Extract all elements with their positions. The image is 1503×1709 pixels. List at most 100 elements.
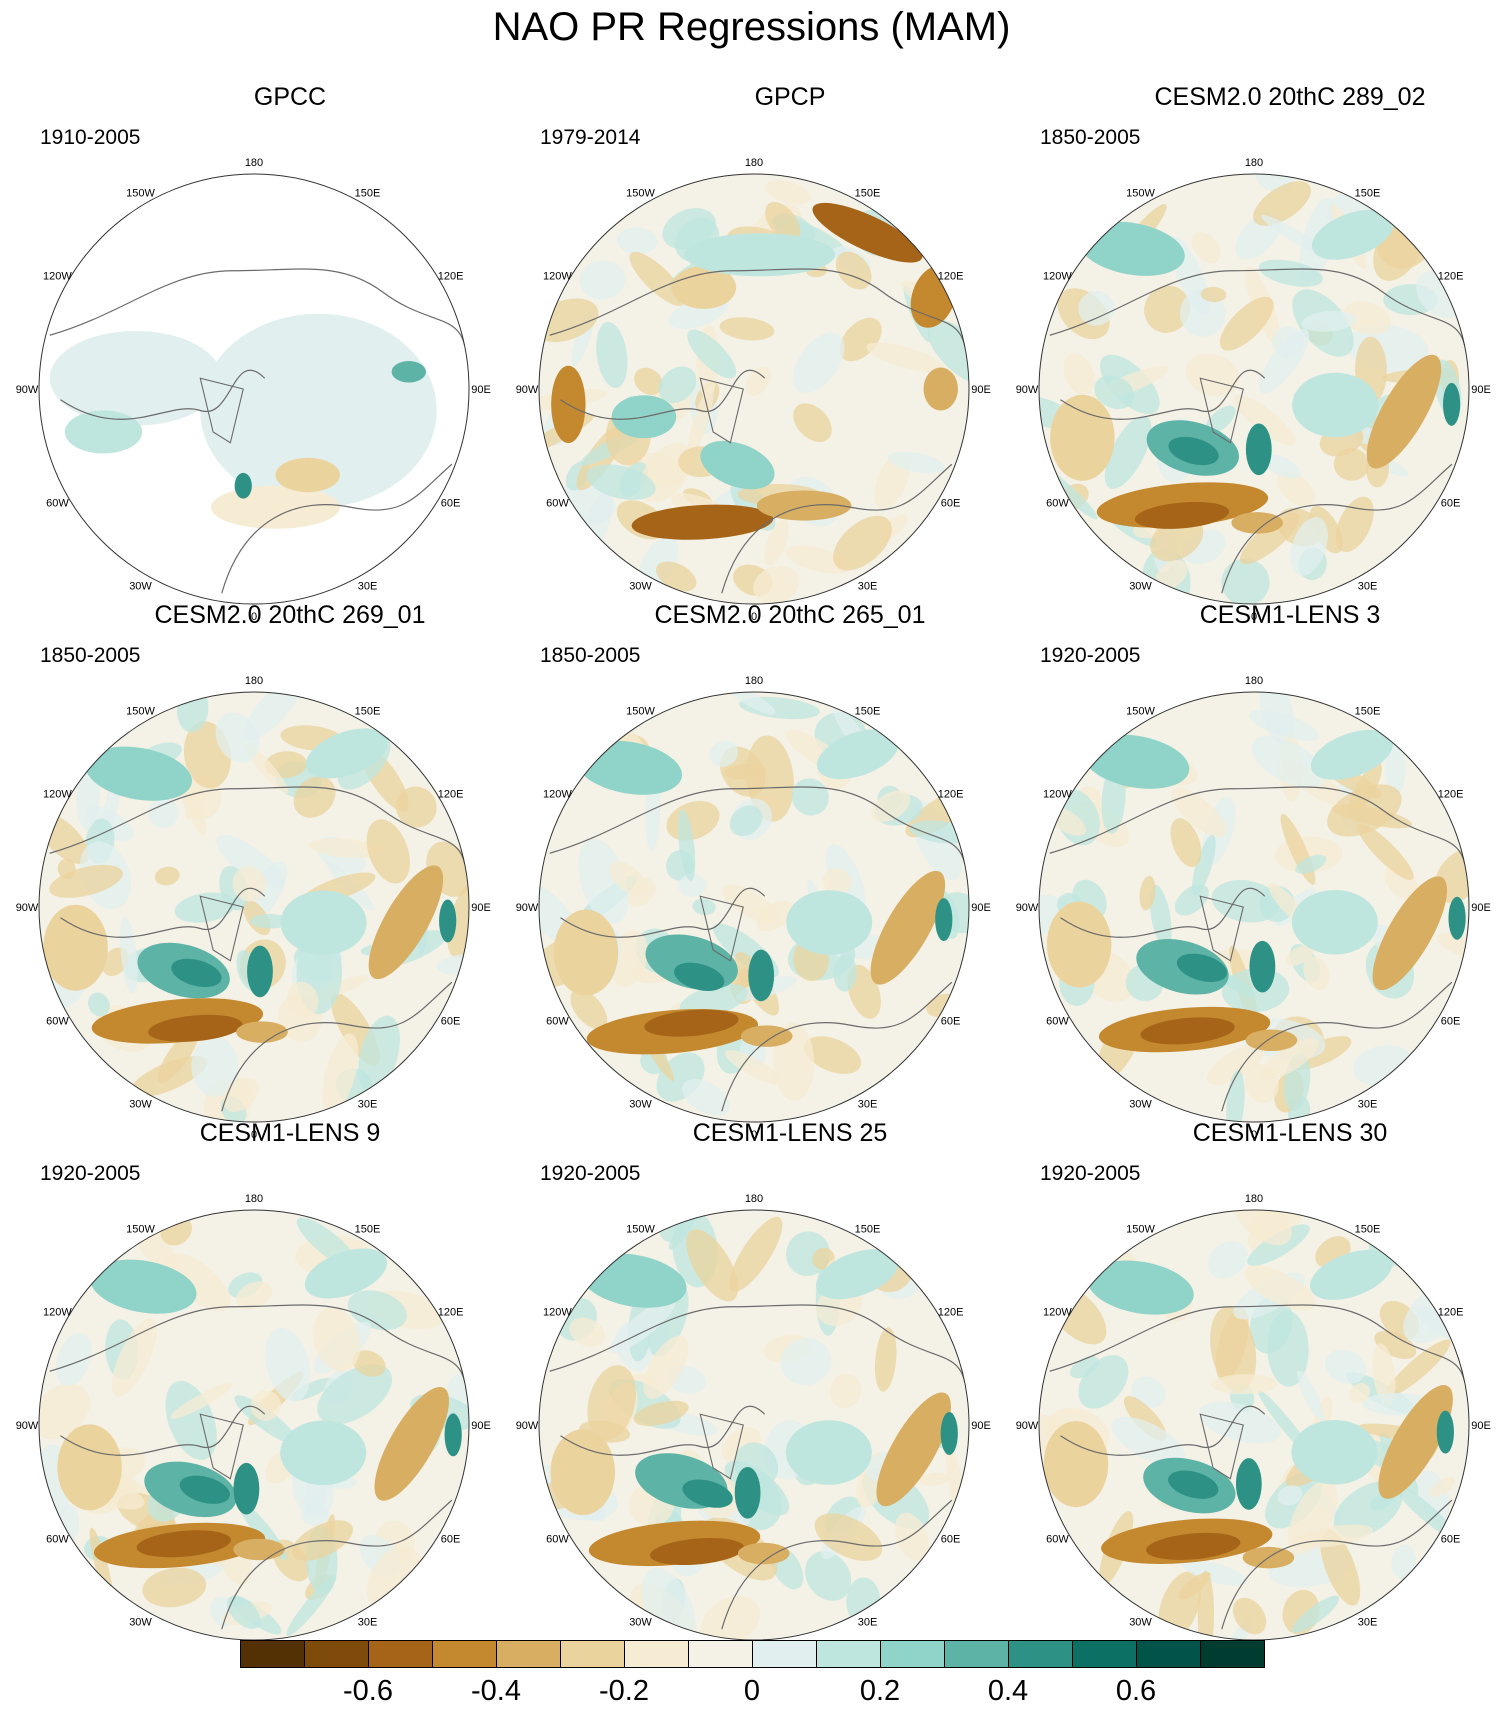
panel-title: GPCC: [253, 83, 327, 111]
panel-period: 1979-2014: [540, 126, 641, 149]
colorbar-swatch: [1008, 1640, 1073, 1668]
colorbar-tick-label: -0.6: [343, 1675, 393, 1707]
longitude-label: 180: [745, 1193, 763, 1205]
longitude-label: 120W: [43, 1307, 72, 1319]
longitude-label: 30W: [1129, 1617, 1152, 1629]
longitude-label: 180: [745, 157, 763, 169]
longitude-label: 90E: [471, 902, 491, 914]
figure-title: NAO PR Regressions (MAM): [492, 5, 1011, 49]
map-panel: CESM2.0 20thC 265_01 1850-2005 180 150E 120E…: [516, 600, 1040, 1141]
longitude-label: 90W: [1016, 902, 1039, 914]
longitude-label: 30E: [1358, 1099, 1378, 1111]
longitude-label: 30W: [1129, 1099, 1152, 1111]
longitude-label: 90E: [971, 1420, 991, 1432]
longitude-label: 150W: [126, 1223, 155, 1235]
longitude-label: 60E: [941, 498, 961, 510]
map-panel: CESM1-LENS 9 1920-2005 180 150E 120E 90E 60E 30…: [16, 1118, 540, 1659]
colorbar-swatch: [1136, 1640, 1201, 1668]
colorbar-swatch: [496, 1640, 561, 1668]
longitude-label: 120W: [43, 789, 72, 801]
longitude-label: 30W: [129, 1617, 152, 1629]
panel-period: 1920-2005: [540, 1162, 641, 1185]
map-panel: CESM2.0 20thC 289_02 1850-2005 180 150E 120E…: [1016, 82, 1503, 623]
colorbar: [240, 1640, 1265, 1668]
longitude-label: 60W: [1046, 1534, 1069, 1546]
longitude-label: 120E: [938, 789, 964, 801]
colorbar-swatch: [432, 1640, 497, 1668]
longitude-label: 30E: [858, 1099, 878, 1111]
longitude-label: 90W: [1016, 1420, 1039, 1432]
longitude-label: 60W: [546, 498, 569, 510]
longitude-label: 60W: [46, 1016, 69, 1028]
longitude-label: 90W: [1016, 384, 1039, 396]
longitude-label: 0: [751, 1129, 757, 1141]
longitude-label: 60E: [441, 1534, 461, 1546]
longitude-label: 120E: [438, 789, 464, 801]
longitude-label: 0: [1251, 1129, 1257, 1141]
longitude-label: 150W: [626, 187, 655, 199]
panel-title: CESM2.0 20thC 269_01: [154, 601, 426, 629]
map-panel: CESM1-LENS 30 1920-2005 180 150E 120E 90E 60E 3…: [1016, 1118, 1503, 1659]
longitude-label: 120W: [1043, 271, 1072, 283]
longitude-label: 150W: [626, 1223, 655, 1235]
longitude-label: 60E: [441, 1016, 461, 1028]
panel-title: CESM2.0 20thC 265_01: [654, 601, 926, 629]
longitude-label: 150W: [1126, 1223, 1155, 1235]
longitude-label: 120E: [1438, 1307, 1464, 1319]
colorbar-tick-label: -0.4: [471, 1675, 521, 1707]
colorbar-tick-label: 0: [743, 1675, 761, 1707]
longitude-label: 150W: [126, 187, 155, 199]
longitude-label: 150E: [355, 705, 381, 717]
panel-title: CESM1-LENS 30: [1192, 1119, 1388, 1147]
colorbar-swatch: [304, 1640, 369, 1668]
colorbar-swatch: [368, 1640, 433, 1668]
map-panel: GPCP 1979-2014 180 150E 120E 90E 60E 30E 0 30W 60W…: [516, 82, 1040, 623]
longitude-label: 60W: [1046, 498, 1069, 510]
colorbar-swatch: [560, 1640, 625, 1668]
longitude-label: 150E: [855, 705, 881, 717]
longitude-label: 150E: [855, 187, 881, 199]
longitude-label: 150E: [1355, 705, 1381, 717]
longitude-label: 90W: [516, 902, 539, 914]
longitude-label: 60W: [46, 1534, 69, 1546]
longitude-label: 90W: [516, 1420, 539, 1432]
longitude-label: 90E: [471, 1420, 491, 1432]
colorbar-swatch: [1072, 1640, 1137, 1668]
longitude-label: 90E: [971, 902, 991, 914]
panel-period: 1920-2005: [1040, 1162, 1141, 1185]
longitude-label: 60W: [546, 1534, 569, 1546]
longitude-label: 60E: [1441, 1534, 1461, 1546]
longitude-label: 30E: [358, 1617, 378, 1629]
map-panel: CESM1-LENS 25 1920-2005 180 150E 120E 90E 60E 3…: [516, 1118, 1040, 1659]
longitude-label: 120E: [938, 1307, 964, 1319]
panel-period: 1850-2005: [40, 644, 141, 667]
longitude-label: 0: [751, 611, 757, 623]
colorbar-tick-label: -0.2: [599, 1675, 649, 1707]
longitude-label: 30W: [629, 1099, 652, 1111]
longitude-label: 180: [245, 675, 263, 687]
longitude-label: 30E: [1358, 1617, 1378, 1629]
longitude-label: 120W: [43, 271, 72, 283]
longitude-label: 150W: [626, 705, 655, 717]
longitude-label: 90E: [1471, 384, 1491, 396]
colorbar-tick-label: 0.2: [859, 1675, 901, 1707]
longitude-label: 150W: [1126, 187, 1155, 199]
longitude-label: 30E: [858, 1617, 878, 1629]
colorbar-swatch: [880, 1640, 945, 1668]
colorbar-swatch: [752, 1640, 817, 1668]
longitude-label: 180: [1245, 1193, 1263, 1205]
longitude-label: 120E: [1438, 789, 1464, 801]
longitude-label: 150E: [355, 187, 381, 199]
panel-period: 1850-2005: [1040, 126, 1141, 149]
longitude-label: 150W: [126, 705, 155, 717]
colorbar-tick-label: 0.6: [1115, 1675, 1157, 1707]
longitude-label: 120E: [938, 271, 964, 283]
longitude-label: 0: [1251, 611, 1257, 623]
